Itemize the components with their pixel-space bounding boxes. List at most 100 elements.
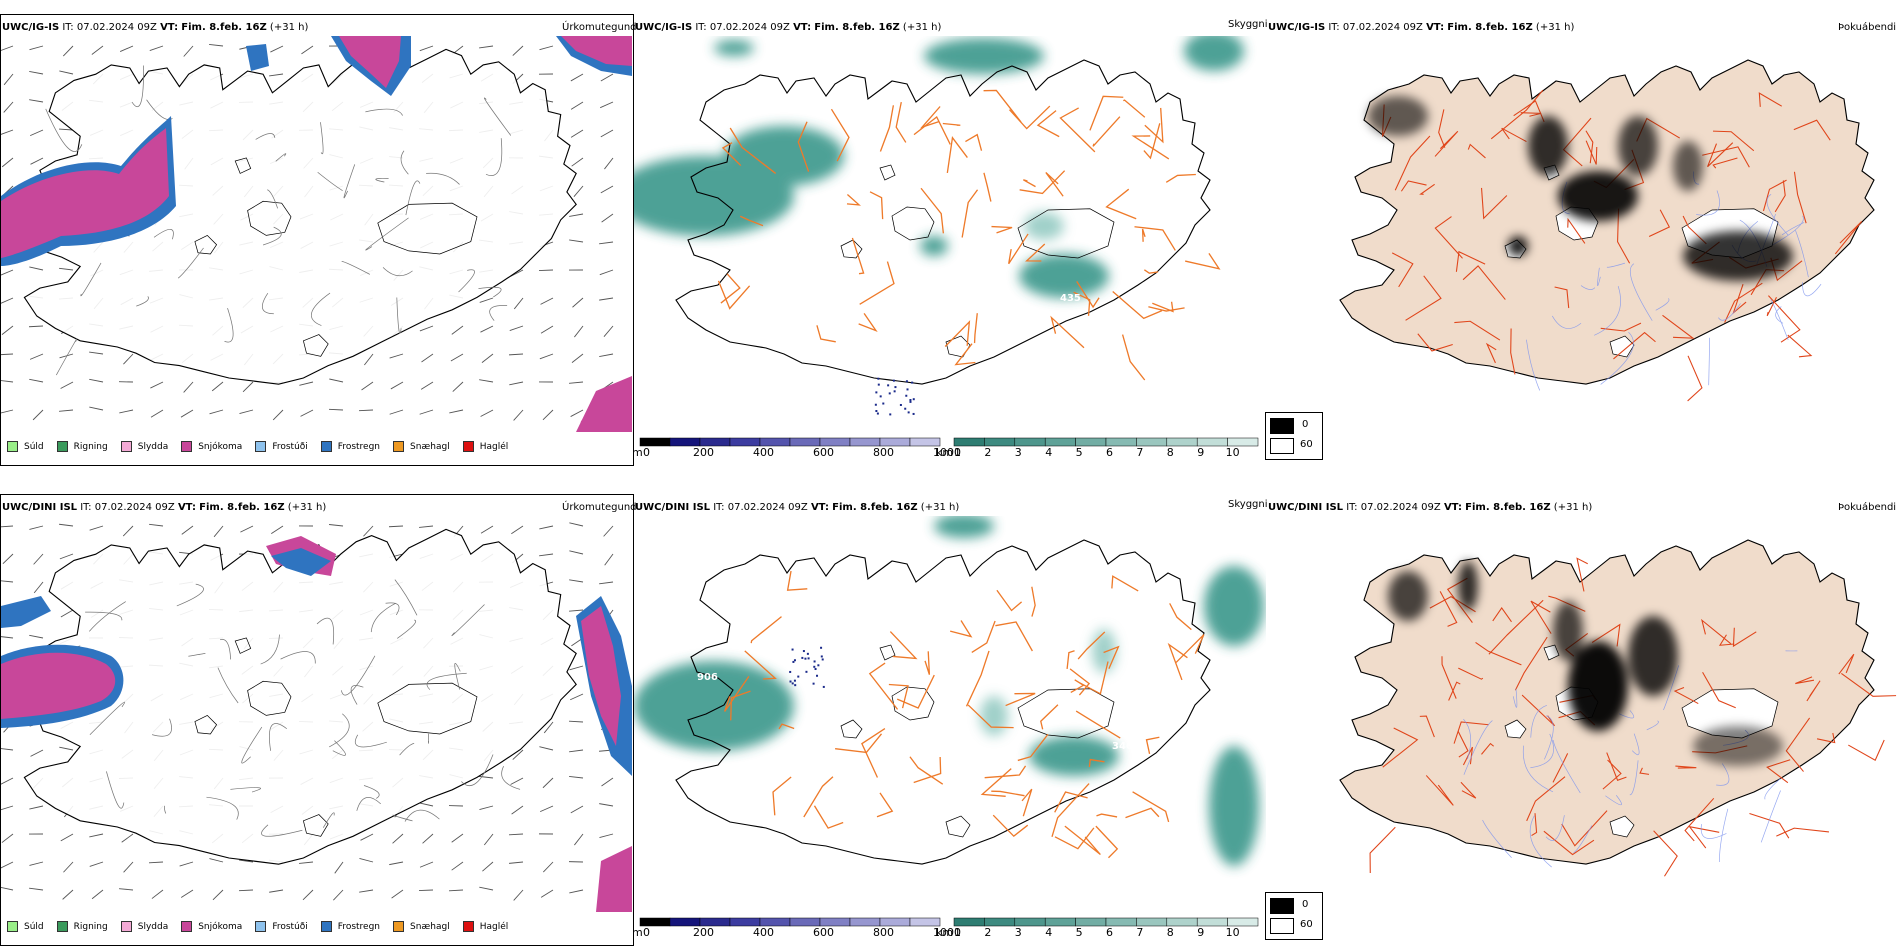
legend-swatch [393, 441, 405, 452]
vt-prefix: VT: [177, 502, 196, 513]
precip-legend-item: Rigning [56, 441, 108, 452]
scale-tick-label: 9 [1197, 446, 1205, 459]
visibility-map [634, 516, 1264, 866]
scale-tick-label: 10 [1225, 446, 1240, 459]
vt-prefix: VT: [1443, 502, 1462, 513]
scale-tick-label: m [632, 446, 643, 459]
lead-time: (+31 h) [1535, 22, 1575, 33]
lead-time: (+31 h) [287, 502, 327, 513]
visibility-value-label: 906 [697, 672, 718, 683]
vt-value: Fim. 8.feb. 16Z [1447, 22, 1533, 33]
vt-prefix: VT: [810, 502, 829, 513]
precip-legend-item: Súld [7, 921, 44, 932]
visibility-value-label: 346 [1112, 741, 1133, 752]
precip-legend-item: Haglél [462, 921, 508, 932]
legend-label: Slydda [137, 441, 169, 452]
model-label: UWC/IG-IS [1268, 22, 1326, 33]
fog-legend-dark-box [1270, 418, 1294, 434]
it-value: 07.02.2024 09Z [76, 22, 157, 33]
legend-label: Rigning [73, 441, 108, 452]
scale-tick-label: 5 [1075, 926, 1083, 939]
fog-index-legend: 0 60 [1265, 412, 1323, 460]
fog-legend-dark-box [1270, 898, 1294, 914]
panel-title-row1-visibility: UWC/IG-IS IT: 07.02.2024 09Z VT: Fim. 8.… [635, 22, 941, 33]
scale-tick-label: 9 [1197, 926, 1205, 939]
fog-index-map [1339, 539, 1897, 877]
scale-tick-label: 3 [1014, 446, 1022, 459]
vt-prefix: VT: [793, 22, 812, 33]
fog-index-map [1339, 59, 1875, 402]
legend-label: Frostregn [337, 441, 381, 452]
scale-tick-label: 2 [984, 446, 992, 459]
scale-tick-label: 0 [643, 926, 650, 939]
legend-swatch [120, 921, 132, 932]
legend-label: Frostregn [337, 921, 381, 932]
vt-prefix: VT: [160, 22, 179, 33]
legend-label: Frostúði [272, 441, 308, 452]
legend-swatch [181, 441, 193, 452]
scale-tick-label: km [936, 926, 954, 939]
model-label: UWC/DINI ISL [1268, 502, 1344, 513]
legend-swatch [7, 441, 18, 452]
panel-title-row1: UWC/IG-IS IT: 07.02.2024 09Z VT: Fim. 8.… [2, 22, 308, 33]
lead-time: (+31 h) [902, 22, 942, 33]
scale-tick-label: km [936, 446, 954, 459]
legend-label: Haglél [479, 441, 509, 452]
precip-legend-item: Slydda [120, 921, 169, 932]
precip-type-legend: Súld Rigning Slydda Snjókoma Frostúði Frostre… [7, 921, 521, 932]
vt-value: Fim. 8.feb. 16Z [181, 22, 267, 33]
scale-tick-label: 200 [693, 446, 714, 459]
fog-legend-max: 60 [1300, 919, 1313, 930]
scale-tick-label: 1 [954, 926, 961, 939]
fog-index-legend: 0 60 [1265, 892, 1323, 940]
legend-label: Rigning [73, 921, 108, 932]
scale-tick-label: 2 [984, 926, 992, 939]
legend-label: Súld [24, 441, 44, 452]
vt-value: Fim. 8.feb. 16Z [1465, 502, 1551, 513]
vt-value: Fim. 8.feb. 16Z [814, 22, 900, 33]
it-value: 07.02.2024 09Z [727, 502, 808, 513]
precip-legend-item: Slydda [120, 441, 169, 452]
scale-tick-label: 0 [643, 446, 650, 459]
scale-tick-label: 400 [753, 446, 774, 459]
model-label: UWC/IG-IS [635, 22, 693, 33]
scale-tick-label: 1000 [933, 926, 961, 939]
legend-swatch [181, 921, 193, 932]
precip-legend-item: Frostúði [255, 921, 308, 932]
precip-type-legend: Súld Rigning Slydda Snjókoma Frostúði Frostre… [7, 441, 521, 452]
precip-type-map [1, 36, 632, 432]
it-value: 07.02.2024 09Z [1342, 22, 1423, 33]
precip-legend-item: Snæhagl [393, 441, 450, 452]
model-label: UWC/DINI ISL [2, 502, 78, 513]
scale-tick-label: 1 [954, 446, 961, 459]
scale-tick-label: 8 [1166, 926, 1174, 939]
legend-label: Snjókoma [198, 921, 243, 932]
legend-swatch [320, 441, 332, 452]
scale-tick-label: 1000 [933, 446, 961, 459]
panel-title-row2-fog: UWC/DINI ISL IT: 07.02.2024 09Z VT: Fim.… [1268, 502, 1592, 513]
legend-swatch [320, 921, 332, 932]
scale-tick-label: 6 [1106, 926, 1113, 939]
legend-swatch [56, 921, 68, 932]
scale-tick-label: 400 [753, 926, 774, 939]
legend-swatch [255, 921, 267, 932]
legend-label: Snæhagl [410, 441, 450, 452]
vt-value: Fim. 8.feb. 16Z [199, 502, 285, 513]
panel-variable-fog: Þokuábendi [1838, 22, 1897, 33]
scale-tick-label: 6 [1106, 446, 1113, 459]
panel-title-row2: UWC/DINI ISL IT: 07.02.2024 09Z VT: Fim.… [2, 502, 326, 513]
precip-legend-item: Rigning [56, 921, 108, 932]
lead-time: (+31 h) [1553, 502, 1593, 513]
precip-legend-item: Haglél [462, 441, 509, 452]
model-label: UWC/IG-IS [2, 22, 60, 33]
scale-tick-label: 200 [693, 926, 714, 939]
panel-variable-precip-type: Úrkomutegund [562, 502, 637, 513]
legend-label: Snjókoma [198, 441, 243, 452]
precip-legend-item: Frostregn [320, 441, 381, 452]
precip-legend-item: Frostúði [255, 441, 308, 452]
panel-frame [0, 14, 634, 466]
legend-label: Slydda [137, 921, 169, 932]
scale-tick-label: m [632, 926, 643, 939]
panel-variable-visibility: Skyggni [1228, 499, 1268, 510]
fog-legend-min: 0 [1302, 899, 1309, 910]
